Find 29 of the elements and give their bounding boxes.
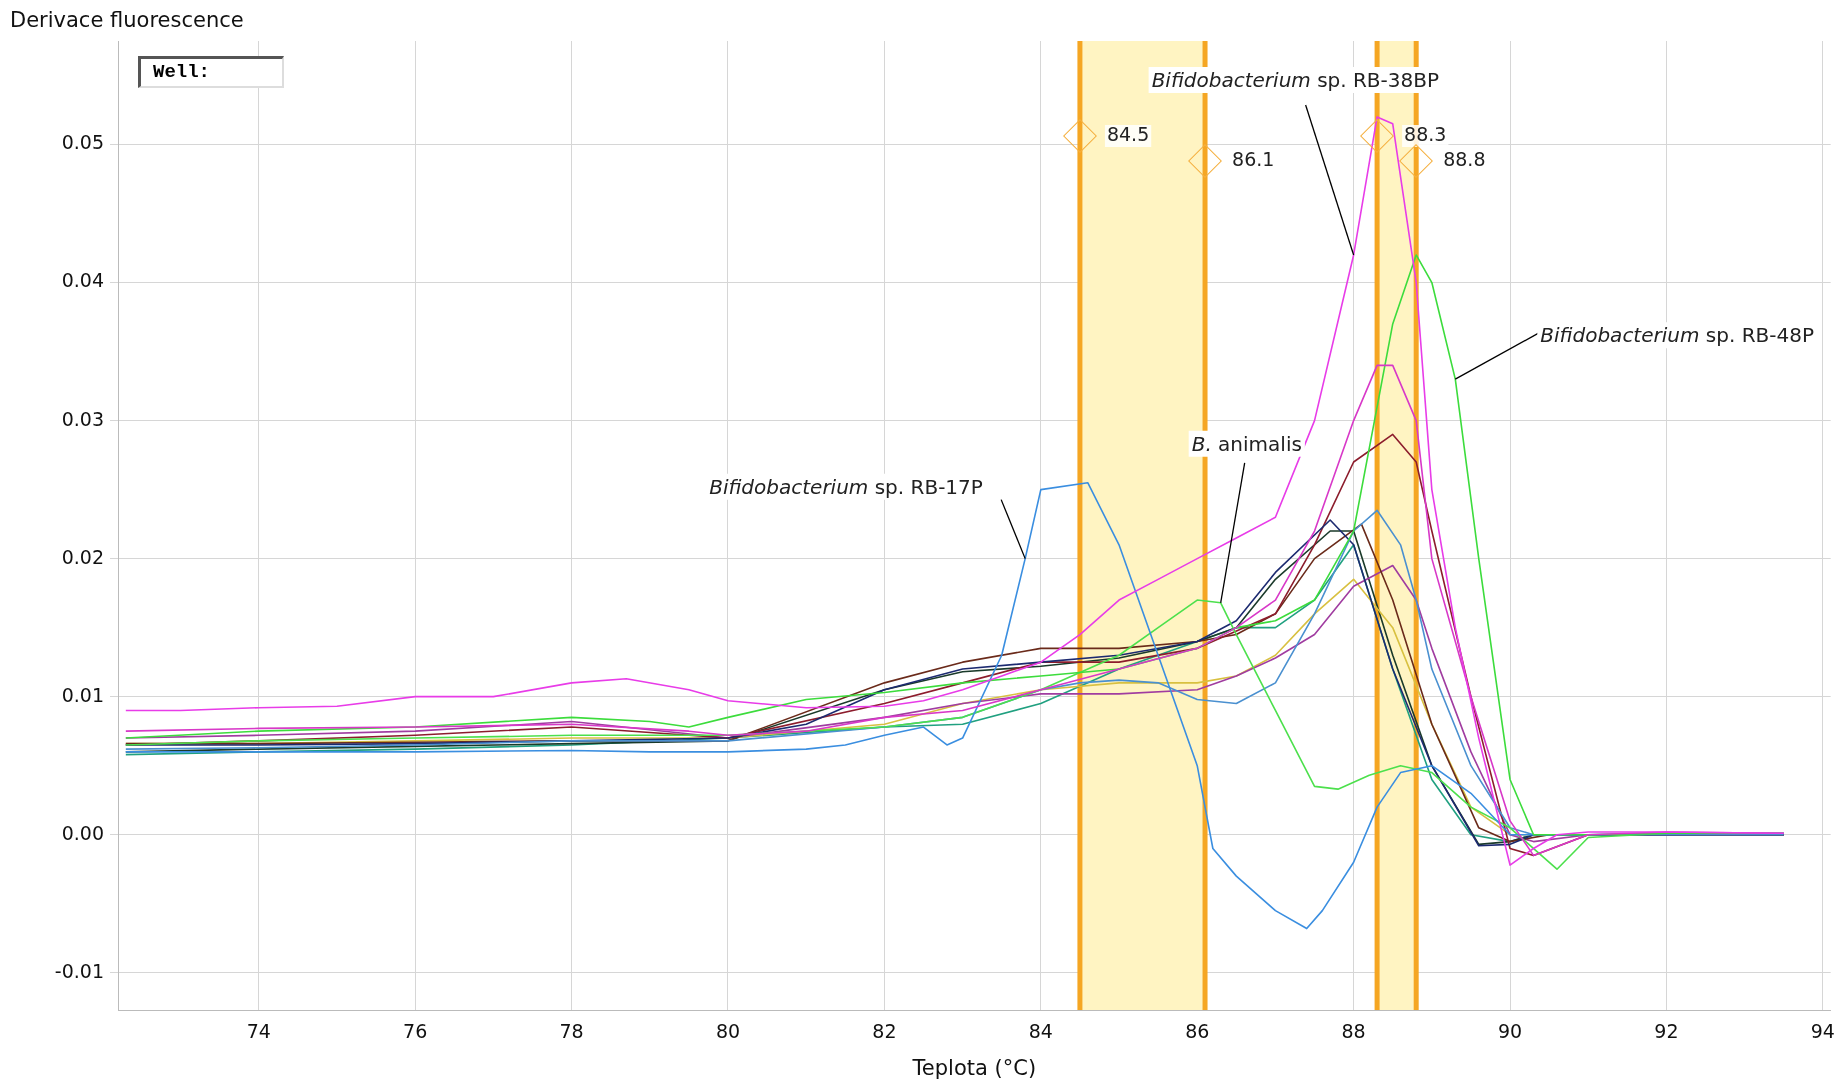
x-tick-label: 82 — [872, 1020, 897, 1043]
x-axis-title: Teplota (°C) — [911, 1055, 1037, 1080]
y-axis-title: Derivace fluorescence — [10, 8, 244, 32]
y-tick-label: 0.04 — [61, 269, 104, 292]
x-tick-label: 86 — [1185, 1020, 1210, 1043]
annotation: B. animalis — [1191, 431, 1302, 456]
text-field: Well: — [138, 56, 284, 88]
ref-line-label: 88.8 — [1443, 147, 1486, 170]
x-tick-label: 92 — [1654, 1020, 1679, 1043]
x-tick-label: 80 — [715, 1020, 741, 1043]
ref-line-label: 86.1 — [1232, 147, 1275, 170]
y-tick-label: 0.02 — [61, 545, 104, 568]
x-tick-label: 94 — [1810, 1020, 1835, 1043]
ref-line-label: 88.3 — [1404, 122, 1447, 145]
y-tick-label: 0.00 — [61, 821, 104, 844]
x-tick-label: 88 — [1341, 1020, 1366, 1043]
annotation: Bifidobacterium sp. RB-38BP — [1151, 67, 1440, 92]
ref-line-label: 84.5 — [1106, 122, 1150, 145]
x-tick-label: 84 — [1028, 1020, 1053, 1043]
y-tick-label: 0.03 — [61, 407, 104, 430]
annotation: Bifidobacterium sp. RB-17P — [709, 474, 983, 499]
x-tick-label: 74 — [246, 1020, 271, 1043]
y-tick-label: -0.01 — [54, 959, 104, 982]
x-tick-label: 90 — [1497, 1020, 1523, 1043]
annotation: Bifidobacterium sp. RB-48P — [1540, 323, 1814, 348]
x-tick-label: 78 — [559, 1020, 584, 1043]
y-tick-label: 0.01 — [61, 683, 104, 706]
y-tick-label: 0.05 — [61, 131, 104, 154]
x-tick-label: 76 — [403, 1020, 428, 1043]
